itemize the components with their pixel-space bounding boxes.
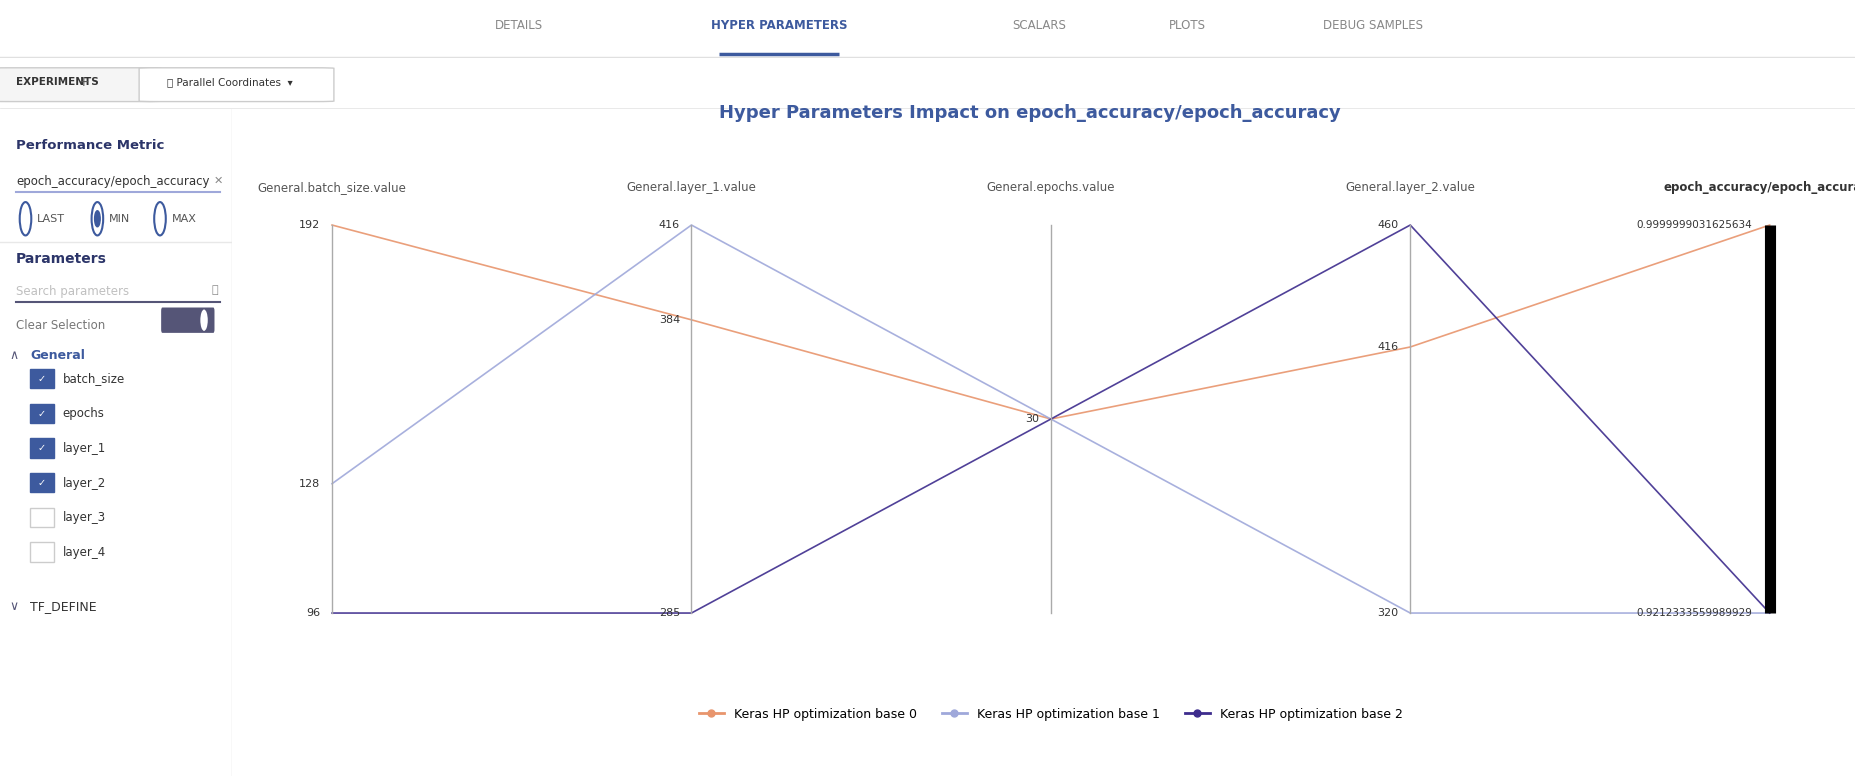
Text: Parameters: Parameters [17, 252, 108, 266]
Text: 128: 128 [299, 479, 321, 489]
Text: 192: 192 [299, 220, 321, 230]
Text: epochs: epochs [63, 407, 104, 420]
Text: General.epochs.value: General.epochs.value [987, 181, 1115, 194]
Text: 285: 285 [659, 608, 681, 618]
Text: DETAILS: DETAILS [495, 19, 544, 32]
Text: 🔍: 🔍 [211, 286, 217, 296]
Text: Performance Metric: Performance Metric [17, 139, 165, 151]
Text: 320: 320 [1378, 608, 1399, 618]
Text: batch_size: batch_size [63, 372, 124, 386]
Text: layer_1: layer_1 [63, 442, 106, 455]
Text: SCALARS: SCALARS [1011, 19, 1067, 32]
Text: General.layer_2.value: General.layer_2.value [1345, 181, 1475, 194]
Text: 460: 460 [1378, 220, 1399, 230]
Text: layer_2: layer_2 [63, 476, 106, 490]
Text: Clear Selection: Clear Selection [17, 319, 106, 332]
Text: epoch_accuracy/epoch_accuracy: epoch_accuracy/epoch_accuracy [17, 175, 210, 189]
Circle shape [95, 211, 100, 227]
Text: General.batch_size.value: General.batch_size.value [258, 181, 406, 194]
Text: LAST: LAST [37, 213, 65, 223]
Text: General.layer_1.value: General.layer_1.value [627, 181, 757, 194]
Text: EXPERIMENTS: EXPERIMENTS [17, 78, 98, 88]
Text: 384: 384 [659, 315, 681, 325]
Text: ∧: ∧ [9, 349, 19, 362]
FancyBboxPatch shape [30, 542, 54, 562]
Text: 30: 30 [1026, 414, 1039, 424]
FancyBboxPatch shape [30, 438, 54, 458]
Text: MAX: MAX [173, 213, 197, 223]
Text: Hyper Parameters Impact on epoch_accuracy/epoch_accuracy: Hyper Parameters Impact on epoch_accurac… [718, 103, 1341, 122]
FancyBboxPatch shape [30, 473, 54, 493]
Text: ∨: ∨ [9, 601, 19, 614]
Text: ✕: ✕ [213, 175, 223, 185]
Legend: Keras HP optimization base 0, Keras HP optimization base 1, Keras HP optimizatio: Keras HP optimization base 0, Keras HP o… [694, 703, 1408, 726]
Text: 416: 416 [1378, 342, 1399, 352]
Text: Search parameters: Search parameters [17, 286, 130, 299]
Text: General: General [30, 349, 85, 362]
Text: PLOTS: PLOTS [1169, 19, 1206, 32]
Text: 416: 416 [659, 220, 681, 230]
Text: ✓: ✓ [37, 478, 46, 488]
Text: epoch_accuracy/epoch_accuracy: epoch_accuracy/epoch_accuracy [1664, 181, 1855, 194]
Text: 0.9212333559989929: 0.9212333559989929 [1636, 608, 1753, 618]
Text: layer_3: layer_3 [63, 511, 106, 525]
Text: layer_4: layer_4 [63, 546, 106, 559]
Text: DEBUG SAMPLES: DEBUG SAMPLES [1323, 19, 1423, 32]
FancyBboxPatch shape [161, 307, 215, 333]
Text: ✓: ✓ [37, 374, 46, 384]
Text: ✓: ✓ [37, 443, 46, 453]
FancyBboxPatch shape [0, 68, 161, 102]
Text: MIN: MIN [109, 213, 130, 223]
Text: TF_DEFINE: TF_DEFINE [30, 601, 96, 614]
FancyBboxPatch shape [30, 404, 54, 423]
FancyBboxPatch shape [30, 508, 54, 527]
FancyBboxPatch shape [139, 68, 334, 102]
Text: 📊 Parallel Coordinates  ▾: 📊 Parallel Coordinates ▾ [167, 78, 293, 88]
Text: HYPER PARAMETERS: HYPER PARAMETERS [710, 19, 848, 32]
Text: 0.9999999031625634: 0.9999999031625634 [1636, 220, 1753, 230]
Text: 96: 96 [306, 608, 321, 618]
Circle shape [200, 310, 208, 331]
Text: +: + [78, 75, 89, 89]
Text: ✓: ✓ [37, 409, 46, 418]
FancyBboxPatch shape [30, 369, 54, 388]
